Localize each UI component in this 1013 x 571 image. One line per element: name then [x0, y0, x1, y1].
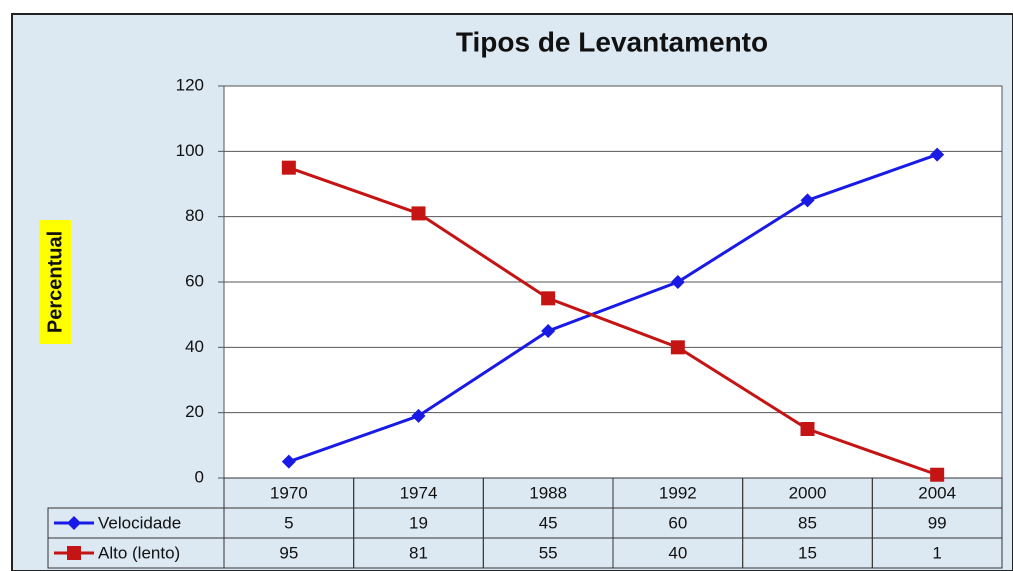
x-tick-label: 2004 — [918, 483, 956, 502]
table-value: 85 — [798, 513, 817, 532]
data-point — [930, 467, 945, 482]
x-tick-label: 1974 — [400, 483, 438, 502]
data-point — [930, 147, 945, 162]
y-tick-label: 80 — [185, 206, 204, 225]
y-tick-label: 60 — [185, 271, 204, 290]
table-value: 81 — [409, 543, 428, 562]
data-point — [670, 340, 685, 355]
data-point — [800, 422, 815, 436]
table-value: 60 — [668, 513, 687, 532]
table-value: 5 — [284, 513, 293, 532]
data-point — [541, 291, 556, 306]
table-value: 55 — [539, 543, 558, 562]
y-tick-label: 100 — [176, 141, 204, 160]
x-tick-label: 1992 — [659, 483, 697, 502]
y-tick-label: 0 — [195, 467, 204, 486]
chart-title: Tipos de Levantamento — [456, 26, 768, 57]
table-value: 95 — [279, 543, 298, 562]
y-axis-label-group: Percentual — [39, 220, 71, 344]
series-line — [288, 153, 938, 464]
x-tick-label: 2000 — [789, 483, 827, 502]
x-tick-label: 1970 — [270, 483, 308, 502]
y-tick-label: 40 — [185, 337, 204, 356]
data-point — [411, 206, 426, 221]
legend-marker — [67, 546, 81, 560]
table-value: 1 — [932, 543, 941, 562]
y-tick-label: 20 — [185, 402, 204, 421]
legend-marker — [67, 516, 81, 530]
y-axis-label: Percentual — [44, 231, 66, 333]
table-value: 15 — [798, 543, 817, 562]
table-cell — [871, 537, 1003, 569]
series-line — [288, 166, 938, 477]
table-value: 45 — [539, 513, 558, 532]
legend-label: Velocidade — [98, 513, 181, 532]
data-point — [541, 324, 556, 338]
data-point — [281, 454, 296, 469]
table-value: 40 — [668, 543, 687, 562]
y-axis-label-background — [39, 220, 71, 344]
y-tick-label: 120 — [176, 75, 204, 94]
data-point — [800, 193, 815, 208]
data-point — [281, 160, 296, 175]
data-point — [411, 408, 426, 423]
table-value: 99 — [928, 513, 947, 532]
table-value: 19 — [409, 513, 428, 532]
legend-label: Alto (lento) — [98, 543, 180, 562]
data-point — [670, 275, 685, 289]
x-tick-label: 1988 — [529, 483, 567, 502]
